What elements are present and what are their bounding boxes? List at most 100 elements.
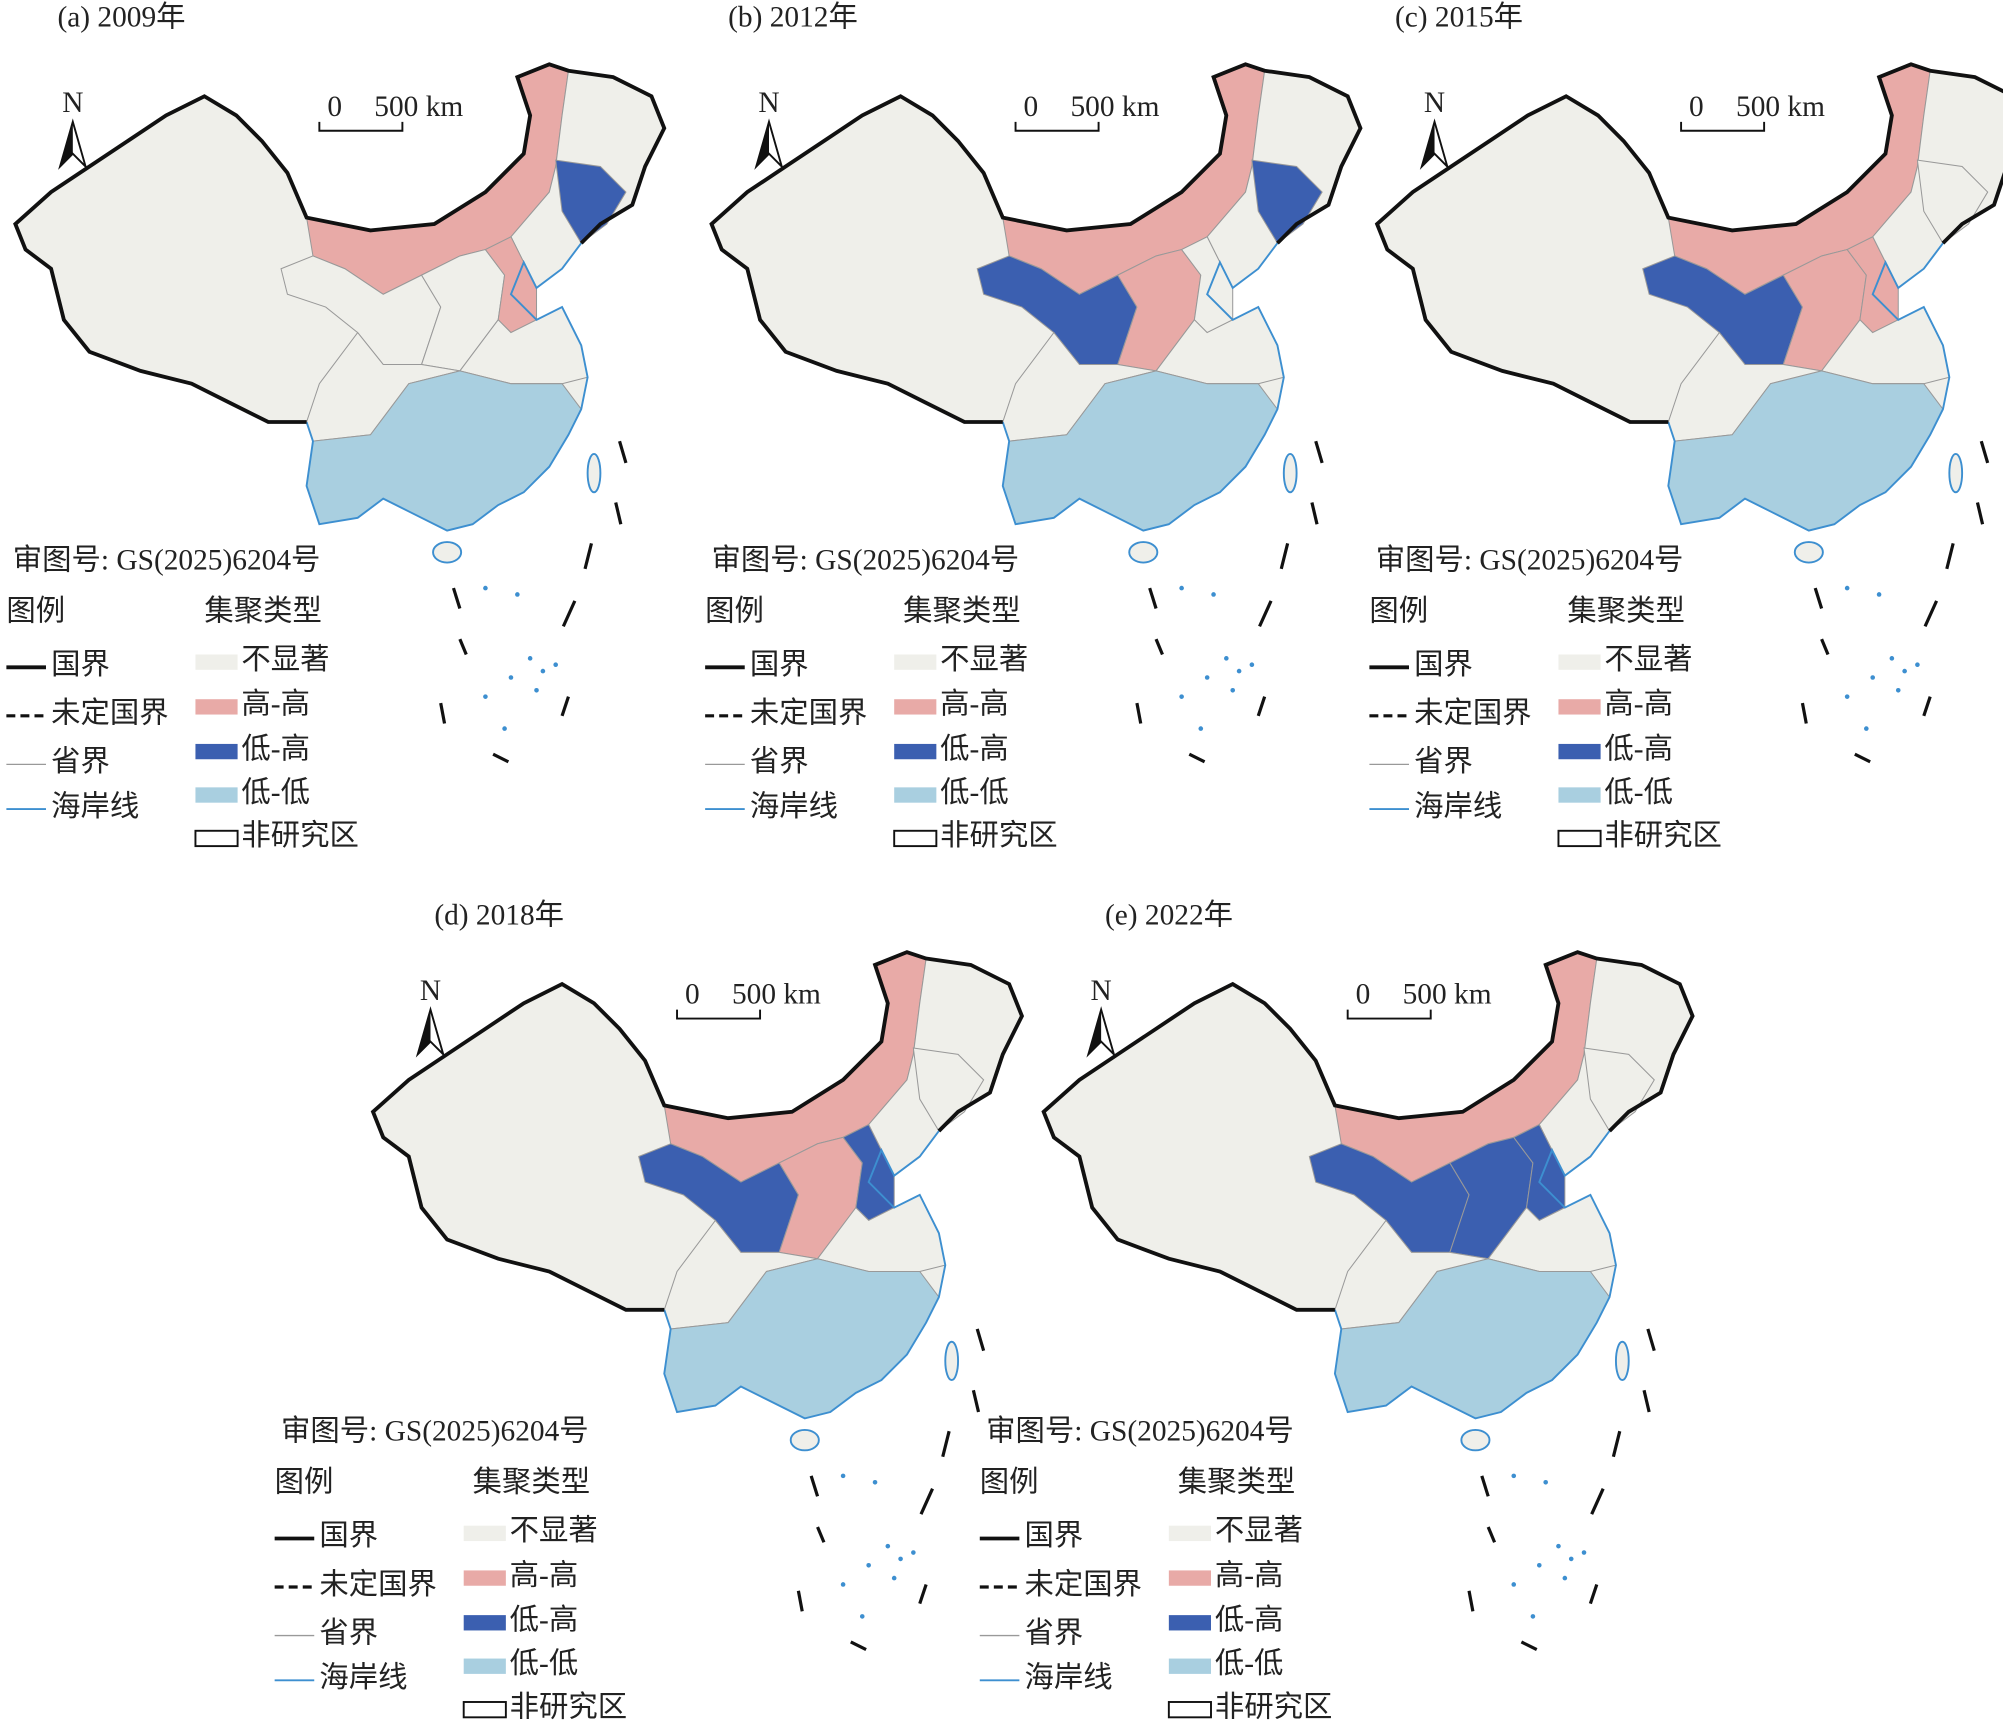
province: [1251, 159, 1323, 244]
legend-title: 图例: [705, 594, 764, 627]
hainan: [1793, 541, 1824, 564]
undetermined-border: [1588, 1583, 1599, 1605]
taiwan: [944, 1340, 960, 1382]
taiwan: [1282, 452, 1298, 494]
undetermined-border: [971, 1389, 981, 1413]
island: [1230, 687, 1236, 693]
legend-label: 不显著: [1215, 1514, 1303, 1547]
undetermined-border: [1923, 600, 1939, 628]
scale-bar: [1014, 121, 1100, 132]
island: [515, 592, 520, 597]
cluster-title: 集聚类型: [204, 594, 322, 627]
undetermined-border: [809, 1475, 820, 1497]
undetermined-border: [1854, 752, 1871, 764]
province: [1916, 159, 1989, 244]
legend-label: 海岸线: [319, 1661, 407, 1694]
scale-bar: [1346, 1009, 1432, 1020]
legend-swatch: [1558, 699, 1601, 715]
legend-swatch: [195, 743, 238, 760]
island: [1556, 1543, 1561, 1549]
legend-label: 国界: [1024, 1520, 1083, 1552]
panel-title: (e) 2022年: [1105, 898, 1233, 931]
legend-swatch: [195, 699, 238, 715]
legend-swatch: [1168, 1525, 1211, 1542]
legend-label: 海岸线: [1024, 1661, 1112, 1694]
island: [1198, 726, 1204, 731]
map: N 0 500 km: [709, 62, 1363, 764]
island: [872, 1479, 878, 1485]
north-arrow-half: [1421, 121, 1435, 167]
panel-title: (a) 2009年: [57, 0, 185, 33]
coastline: [663, 1130, 947, 1420]
taiwan: [1614, 1340, 1630, 1382]
legend-label: 未定国界: [1414, 697, 1532, 730]
undetermined-border: [1813, 587, 1824, 609]
undetermined-border: [614, 502, 623, 525]
legend-label: 低-高: [510, 1604, 579, 1637]
map: N 0 500 km: [370, 950, 1025, 1652]
north-arrow-half: [1088, 1009, 1102, 1055]
legend-swatch: [1168, 1615, 1211, 1631]
undetermined-border: [1480, 1475, 1490, 1497]
hainan: [432, 541, 463, 564]
scale-label: 500 km: [374, 91, 463, 123]
national-border: [370, 950, 1025, 1312]
island: [1902, 668, 1907, 674]
panel-title: (b) 2012年: [728, 0, 858, 33]
island: [1249, 662, 1255, 668]
legend-swatch: [463, 1615, 506, 1631]
hainan: [789, 1428, 820, 1452]
undetermined-border: [1279, 542, 1290, 570]
island: [483, 585, 488, 591]
island: [859, 1614, 865, 1619]
legend-label: 高-高: [1215, 1559, 1284, 1592]
legend-label: 非研究区: [940, 819, 1058, 852]
legend-label: 省界: [51, 745, 110, 778]
approval-number: 审图号: GS(2025)6204号: [281, 1414, 589, 1447]
undetermined-border: [850, 1640, 867, 1652]
undetermined-border: [1467, 1590, 1475, 1612]
north-label: N: [1091, 975, 1112, 1007]
legend-swatch: [1558, 654, 1601, 670]
undetermined-border: [1642, 1389, 1651, 1413]
legend-swatch: [894, 699, 937, 715]
undetermined-border: [1979, 440, 1990, 464]
national-border: [13, 62, 667, 424]
hainan: [1460, 1428, 1491, 1452]
legend-label: 低-低: [1215, 1647, 1284, 1680]
island: [898, 1556, 903, 1562]
coastline: [1001, 242, 1285, 532]
undetermined-border: [1188, 752, 1206, 764]
legend-label: 低-高: [940, 732, 1009, 765]
island: [1530, 1614, 1536, 1619]
undetermined-border: [1256, 696, 1267, 717]
island: [1844, 585, 1850, 591]
island: [540, 668, 546, 674]
island: [527, 656, 533, 661]
legend-label: 国界: [319, 1520, 378, 1552]
legend-label: 省界: [1024, 1616, 1083, 1649]
undetermined-border: [492, 752, 510, 764]
legend-swatch: [894, 743, 937, 760]
island: [1179, 585, 1184, 591]
scale-zero: 0: [327, 91, 342, 123]
coastline: [305, 242, 589, 532]
undetermined-border: [975, 1328, 986, 1352]
coastline: [1333, 1130, 1617, 1420]
province: [555, 159, 627, 244]
island: [1864, 726, 1869, 731]
national-border: [1374, 62, 2003, 424]
undetermined-border: [1975, 502, 1985, 525]
legend-label: 低-高: [1604, 732, 1673, 765]
map: N 0 500 km: [1374, 62, 2003, 764]
island: [1870, 675, 1876, 680]
undetermined-border: [1820, 638, 1830, 656]
legend-label: 低-低: [510, 1647, 579, 1680]
legend-swatch: [1168, 1658, 1211, 1674]
scale-zero: 0: [1024, 91, 1039, 123]
undetermined-border: [1945, 542, 1955, 570]
legend-label: 高-高: [241, 688, 310, 721]
legend-label: 国界: [750, 649, 809, 681]
